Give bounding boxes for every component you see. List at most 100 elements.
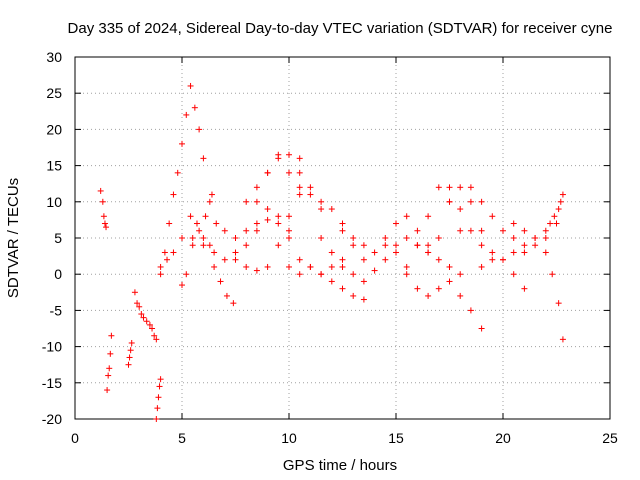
data-point [99,198,106,205]
data-point [108,332,115,339]
data-point [296,271,303,278]
data-point [296,169,303,176]
data-point [318,235,325,241]
data-point [187,213,194,220]
data-point [105,372,112,379]
data-point [457,206,464,213]
data-point [232,256,239,263]
data-point [425,213,432,220]
data-point [350,235,357,241]
data-point [478,325,485,332]
data-point [296,256,303,263]
series-sat-z [510,220,566,343]
y-tick-label: 10 [46,194,62,210]
data-point [393,249,399,256]
data-point [350,271,357,278]
data-point [446,278,453,285]
data-point [457,271,464,278]
data-point [275,220,282,227]
data-point [97,187,104,194]
data-point [208,191,215,198]
data-point [547,220,554,227]
data-point [232,249,239,256]
data-point [446,263,453,270]
series-sat-p [286,263,367,303]
data-point [211,249,218,256]
data-point [382,242,389,249]
data-point [221,227,228,234]
data-point [187,82,194,89]
data-point [149,325,156,332]
data-point [100,213,107,220]
series-sat-t [382,242,485,332]
series-sat-f [157,82,207,278]
data-point [157,263,164,270]
y-tick-label: 5 [54,230,62,246]
data-point [425,292,432,299]
data-point [179,282,185,289]
data-point [253,220,260,227]
data-point [435,285,442,292]
data-point [551,213,558,220]
data-point [206,242,213,249]
data-point [414,285,421,292]
data-point [243,242,250,249]
data-point [403,271,410,278]
data-point [318,198,325,205]
data-point [360,242,367,249]
data-point [213,220,220,227]
data-point [103,224,110,231]
data-point [555,206,562,213]
data-point [521,285,528,292]
data-point [328,249,335,256]
y-tick-label: -20 [42,411,62,427]
series-sat-r [339,213,432,263]
data-point [156,383,163,390]
y-tick-label: -5 [50,302,63,318]
data-point [360,278,367,285]
data-point [553,220,560,227]
data-point [393,220,399,227]
data-point [435,256,442,263]
x-tick-label: 25 [602,430,618,446]
data-point [403,235,410,241]
data-point [339,220,346,227]
y-tick-label: 25 [46,85,62,101]
data-point [275,213,282,220]
data-point [382,256,389,263]
data-point [296,184,303,191]
y-tick-label: -10 [42,339,62,355]
x-tick-label: 20 [495,430,511,446]
data-point [446,184,453,191]
series-sat-a [97,187,110,231]
data-point [125,361,132,368]
data-point [542,227,549,234]
grid-layer [75,57,610,419]
data-point [275,242,282,249]
data-point [131,289,138,296]
data-point [253,198,260,205]
data-point [500,256,506,263]
data-point [206,198,213,205]
y-tick-label: 30 [46,49,62,65]
data-point [478,242,485,249]
data-point [478,227,485,234]
y-axis-label: SDTVAR / TECUs [5,178,22,298]
data-point [189,235,196,241]
x-tick-label: 5 [178,430,186,446]
data-point [138,311,145,318]
data-point [243,227,250,234]
data-point [264,206,271,213]
data-point [360,256,367,263]
data-point [211,263,218,270]
data-point [339,227,346,234]
series-sat-aa [547,191,566,227]
data-point [253,267,260,274]
data-point [478,198,485,205]
data-point [200,242,207,249]
data-point [532,242,539,249]
data-point [127,347,134,354]
data-point [264,169,271,176]
data-point [143,318,150,325]
